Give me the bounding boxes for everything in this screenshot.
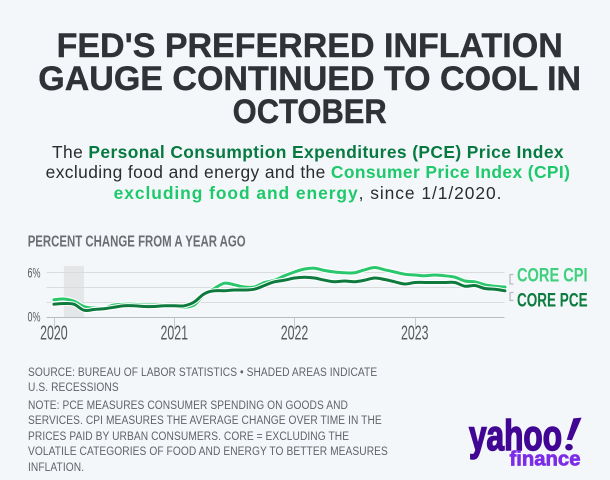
svg-text:CORE CPI: CORE CPI (517, 266, 588, 287)
svg-text:6%: 6% (28, 266, 41, 281)
svg-text:2021: 2021 (160, 321, 188, 344)
svg-text:2022: 2022 (281, 321, 309, 344)
svg-text:CORE PCE: CORE PCE (517, 291, 588, 312)
svg-text:0%: 0% (28, 309, 41, 324)
svg-text:2020: 2020 (40, 321, 68, 344)
svg-text:2023: 2023 (401, 321, 429, 344)
svg-text:PERCENT CHANGE FROM A YEAR AGO: PERCENT CHANGE FROM A YEAR AGO (28, 233, 246, 250)
svg-text:yahoo: yahoo (469, 412, 562, 460)
svg-text:finance: finance (510, 448, 581, 471)
